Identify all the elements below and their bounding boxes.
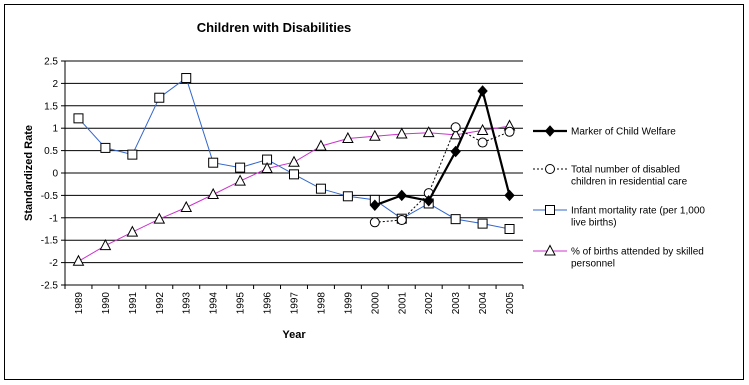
y-tick-label: -1 (49, 213, 58, 224)
legend-marker (544, 244, 556, 256)
legend-label: Total number of disabled (571, 165, 680, 176)
y-tick-label: 1 (52, 124, 58, 135)
data-point-s3-2001 (395, 127, 408, 139)
data-point-s1-2004 (477, 137, 488, 148)
data-point-s0-2003 (450, 145, 461, 158)
x-tick-label: 2000 (370, 292, 381, 315)
x-tick-label: 1997 (290, 292, 301, 315)
legend-item: Marker of Child Welfare (533, 125, 676, 138)
data-point-s3-2000 (368, 129, 381, 141)
y-tick-label: 0 (52, 169, 58, 180)
data-point-s2-2004 (477, 218, 488, 229)
data-point-s2-1990 (100, 142, 111, 153)
data-point-s3-1994 (207, 187, 220, 200)
legend-label: live births) (571, 218, 617, 229)
data-point-s2-2005 (504, 224, 515, 234)
data-point-s3-1989 (72, 254, 85, 266)
data-point-s2-1992 (154, 92, 165, 103)
x-tick-label: 1989 (74, 292, 85, 315)
x-tick-label: 1994 (209, 292, 220, 315)
y-tick-label: 1.5 (44, 101, 58, 112)
x-tick-label: 2003 (451, 292, 462, 315)
data-point-s2-1997 (289, 169, 299, 180)
x-tick-label: 2004 (478, 292, 489, 315)
data-point-s3-1990 (99, 239, 112, 251)
chart-title: Children with Disabilities (197, 20, 352, 35)
y-tick-label: 0.5 (44, 146, 58, 157)
data-point-s3-1999 (342, 131, 354, 144)
legend-marker (545, 164, 555, 174)
x-tick-label: 1991 (128, 292, 139, 315)
data-point-s1-2003 (450, 122, 461, 133)
data-point-s2-2003 (450, 214, 461, 225)
data-point-s3-1991 (126, 225, 139, 237)
legend: Marker of Child Welfare Total number of d… (533, 125, 705, 270)
data-point-s1-2000 (369, 217, 380, 228)
chart-frame: Children with Disabilities 2.5 2 1.5 1 0.5 0 -… (4, 4, 744, 380)
y-tick-label: -0.5 (41, 191, 59, 202)
data-point-s3-1997 (288, 155, 300, 167)
y-tick-label: -2.5 (41, 281, 59, 292)
x-tick-label: 2001 (397, 292, 408, 315)
x-axis-title: Year (282, 329, 306, 341)
data-point-s2-1989 (73, 113, 84, 124)
data-point-s3-2002 (422, 126, 435, 138)
y-tick-label: 2 (52, 79, 58, 90)
data-point-s2-1994 (208, 157, 219, 168)
legend-label: children in residential care (571, 177, 688, 188)
x-tick-label: 2002 (424, 292, 435, 315)
legend-marker (545, 205, 555, 215)
data-point-s3-2004 (476, 123, 489, 135)
data-point-s3-1993 (180, 200, 193, 212)
data-point-s0-2002 (423, 195, 434, 207)
data-point-s0-2000 (369, 199, 380, 212)
data-point-s2-1999 (342, 191, 353, 202)
x-tick-label: 1993 (182, 292, 193, 315)
data-point-s2-1993 (181, 73, 192, 84)
x-tick-label: 1995 (236, 292, 247, 315)
x-tick-label: 2005 (505, 292, 516, 315)
data-point-s1-2001 (396, 215, 407, 226)
data-point-s0-2004 (477, 85, 488, 97)
legend-label: Infant mortality rate (per 1,000 (571, 206, 705, 217)
legend-label: personnel (571, 259, 615, 270)
x-tick-label: 1990 (101, 292, 112, 315)
legend-label: % of births attended by skilled (571, 247, 704, 258)
legend-marker (544, 125, 556, 137)
x-tick-label: 1996 (263, 292, 274, 315)
data-point-s2-1995 (235, 162, 246, 173)
y-tick-label: 2.5 (44, 57, 58, 68)
data-point-s3-1992 (153, 212, 166, 224)
y-tick-label: -1.5 (41, 236, 59, 247)
data-point-s0-2005 (504, 189, 515, 202)
data-point-s0-2001 (396, 189, 407, 202)
plot-area: 2.5 2 1.5 1 0.5 0 -0.5 -1 -1.5 -2 -2.5 1989 1990 1991… (23, 57, 524, 341)
x-tick-label: 1999 (343, 292, 354, 315)
x-tick-label: 1992 (155, 292, 166, 315)
legend-label: Marker of Child Welfare (571, 127, 676, 138)
data-point-s1-2005 (504, 126, 515, 137)
y-tick-label: -2 (49, 258, 58, 269)
y-axis-title: Standardized Rate (23, 125, 35, 221)
chart-svg: Children with Disabilities 2.5 2 1.5 1 0.5 0 -… (23, 20, 705, 341)
data-point-s3-1996 (261, 161, 273, 174)
data-point-s3-1995 (234, 174, 246, 186)
x-tick-label: 1998 (316, 292, 327, 315)
series-line-0 (374, 87, 511, 207)
data-point-s2-1998 (315, 183, 326, 194)
data-point-s2-1991 (127, 149, 138, 160)
data-point-s3-1998 (315, 139, 327, 151)
